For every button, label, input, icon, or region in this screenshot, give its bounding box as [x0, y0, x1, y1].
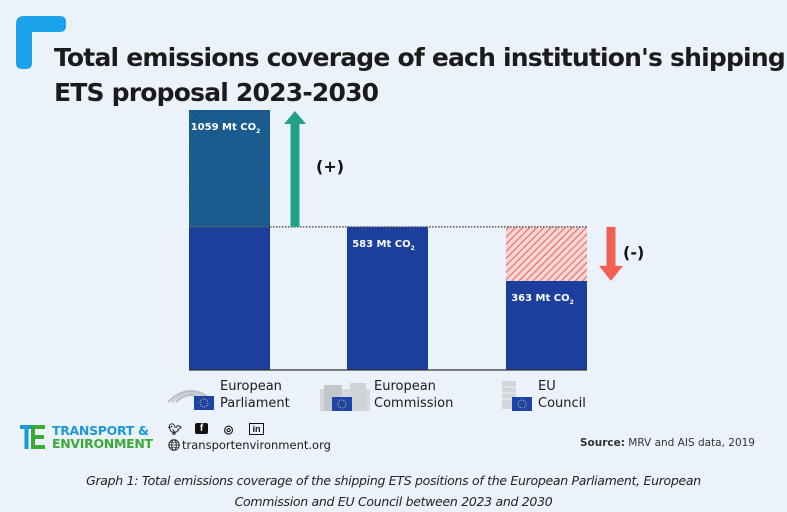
data-label-european-parliament: 1059 Mt CO2 — [191, 122, 261, 135]
source-note: Source: MRV and AIS data, 2019 — [580, 437, 755, 449]
linkedin-icon[interactable]: in — [249, 423, 264, 435]
annotation-increase-label: (+) — [316, 157, 344, 176]
te-logo-mark-icon — [20, 425, 45, 449]
caption-line-2: Commission and EU Council between 2023 a… — [234, 494, 553, 509]
instagram-icon[interactable]: ◎ — [223, 424, 234, 436]
website-link[interactable]: transportenvironment.org — [168, 438, 331, 452]
category-label-line1: European — [374, 379, 436, 394]
bar-european-commission — [347, 226, 428, 370]
arrow-down-icon — [599, 265, 623, 281]
arrow-up-icon — [284, 111, 306, 124]
globe-icon — [168, 439, 180, 451]
bar-chart: 1059 Mt CO2 583 Mt CO2 363 Mt CO2 (+) (-) — [189, 110, 644, 371]
org-name-line1: TRANSPORT & — [52, 423, 149, 438]
category-label-line2: Parliament — [220, 396, 290, 411]
bar-hatched-decrease-eu-council — [506, 226, 587, 281]
category-label-line2: Council — [538, 396, 586, 411]
title-line-2: ETS proposal 2023-2030 — [54, 78, 379, 107]
category-european-parliament: European Parliament — [166, 378, 290, 412]
council-building-icon — [502, 381, 532, 411]
org-name-line2: ENVIRONMENT — [52, 436, 153, 451]
title-line-1: Total emissions coverage of each institu… — [54, 43, 786, 72]
category-label-line1: EU — [538, 379, 556, 394]
category-label-line2: Commission — [374, 396, 454, 411]
bar-european-parliament — [189, 226, 270, 370]
arrow-down-icon-shaft — [606, 226, 616, 267]
twitter-icon[interactable]: 🐦︎ — [168, 424, 182, 436]
figure-caption: Graph 1: Total emissions coverage of the… — [0, 470, 787, 512]
bar-hatched-increase-european-parliament — [189, 110, 270, 227]
source-label: Source: — [579, 437, 625, 449]
source-text: MRV and AIS data, 2019 — [628, 437, 755, 449]
parliament-building-icon — [167, 390, 215, 410]
facebook-icon[interactable]: f — [195, 423, 208, 434]
social-links: 🐦︎ f ◎ in — [168, 423, 264, 436]
te-logo[interactable]: TRANSPORT & ENVIRONMENT — [20, 424, 153, 450]
bar-eu-council — [506, 280, 587, 370]
category-eu-council: EU Council — [498, 378, 586, 412]
arrow-up-icon-shaft — [290, 123, 300, 227]
annotation-decrease-label: (-) — [623, 243, 644, 262]
website-url: transportenvironment.org — [182, 438, 331, 452]
data-label-eu-council: 363 Mt CO2 — [511, 293, 574, 306]
caption-line-1: Graph 1: Total emissions coverage of the… — [86, 473, 701, 488]
data-label-european-commission: 583 Mt CO2 — [352, 239, 415, 252]
category-european-commission: European Commission — [320, 378, 453, 412]
category-label-line1: European — [220, 379, 282, 394]
corner-accent-icon — [16, 16, 66, 69]
commission-building-icon — [320, 383, 370, 411]
chart-title: Total emissions coverage of each institu… — [54, 40, 786, 110]
